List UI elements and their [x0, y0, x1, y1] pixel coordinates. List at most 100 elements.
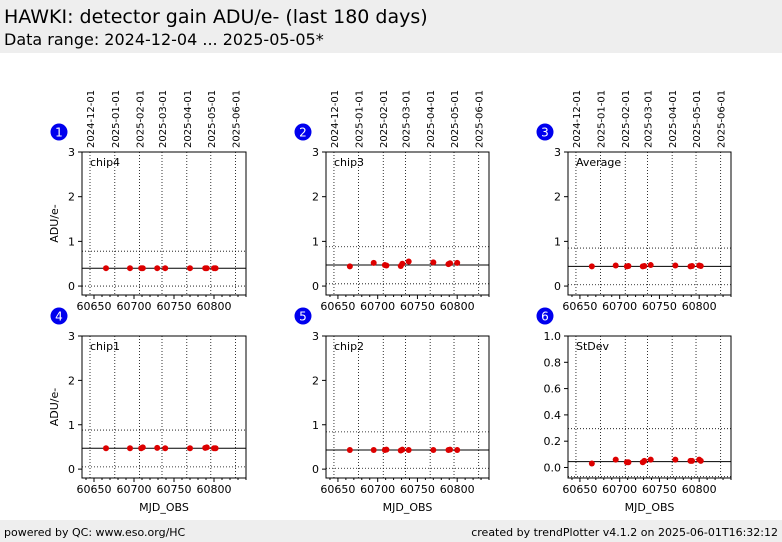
data-point: [370, 259, 377, 266]
data-points: [103, 265, 219, 272]
date-tick-label: 2024-12-01: [330, 90, 341, 148]
date-tick-label: 2025-04-01: [183, 90, 194, 148]
y-axis-label: ADU/e-: [48, 388, 61, 427]
date-tick-label: 2025-01-01: [355, 90, 366, 148]
data-point: [103, 445, 109, 452]
x-tick-label: 60750: [642, 300, 677, 313]
data-point: [641, 457, 648, 464]
y-tick-label: 2: [68, 191, 75, 204]
y-tick-label: 3: [312, 330, 319, 343]
date-tick-label: 2025-03-01: [644, 90, 655, 148]
y-tick-label: 0.8: [544, 356, 562, 369]
data-point: [697, 262, 704, 269]
y-tick-label: 0.0: [544, 461, 562, 474]
y-tick-label: 0: [68, 280, 75, 293]
data-point: [672, 262, 679, 269]
x-tick-label: 60650: [562, 300, 597, 313]
y-tick-label: 1: [312, 419, 319, 432]
y-tick-label: 2: [68, 374, 75, 387]
data-point: [447, 446, 454, 453]
y-tick-label: 2: [554, 191, 561, 204]
panel-badge: [50, 123, 68, 141]
x-tick-label: 60800: [197, 483, 232, 496]
data-point: [612, 456, 619, 463]
data-point: [647, 456, 654, 463]
panel-badge-number: 1: [55, 126, 63, 140]
x-tick-label: 60750: [400, 300, 435, 313]
data-point: [672, 456, 679, 463]
data-point: [103, 265, 109, 272]
date-tick-label: 2025-06-01: [717, 90, 728, 148]
panel-6: 6 0.0 0.2 0.4 0.6 0.8 1.0 60650 60700 60750 60800 S…: [536, 307, 732, 514]
x-tick-label: 60700: [117, 300, 152, 313]
x-tick-label: 60800: [682, 300, 717, 313]
panel-badge: [536, 123, 554, 141]
panel-1: 1 2024-12-01 2025-01-01 2025-02-01 2025-03-0…: [48, 90, 247, 313]
panel-label: StDev: [576, 340, 610, 353]
x-tick-label: 60650: [562, 483, 597, 496]
plot-frame: [81, 151, 247, 296]
data-point: [430, 447, 437, 454]
date-tick-label: 2025-05-01: [692, 90, 703, 148]
y-tick-label: 0: [312, 463, 319, 476]
y-tick-label: 1: [68, 419, 75, 432]
data-point: [370, 447, 377, 454]
data-point: [203, 444, 210, 451]
panel-badge: [50, 307, 68, 325]
x-tick-label: 60800: [440, 300, 475, 313]
panel-3: 3 2024-12-01 2025-01-01 2025-02-01 2025-03-0…: [536, 90, 732, 313]
plot-frame: [567, 335, 732, 479]
date-tick-label: 2025-02-01: [379, 90, 390, 148]
data-point: [399, 446, 406, 453]
y-tick-label: 0: [68, 463, 75, 476]
plot-frame: [567, 151, 732, 296]
y-tick-label: 3: [68, 146, 75, 159]
plot-frame: [325, 151, 490, 296]
panel-label: Average: [576, 156, 621, 169]
x-tick-label: 60700: [117, 483, 152, 496]
data-points: [346, 446, 461, 454]
date-tick-label: 2025-05-01: [450, 90, 461, 148]
data-point: [647, 262, 654, 269]
data-point: [346, 447, 353, 454]
panel-label: chip4: [90, 156, 120, 169]
data-point: [625, 262, 632, 269]
data-point: [625, 459, 632, 466]
header-bar: HAWKI: detector gain ADU/e- (last 180 da…: [0, 0, 782, 53]
data-points: [588, 262, 704, 270]
x-tick-label: 60800: [197, 300, 232, 313]
data-point: [454, 259, 461, 266]
data-point: [454, 447, 461, 454]
y-tick-label: 0: [312, 280, 319, 293]
x-tick-label: 60700: [602, 300, 637, 313]
x-tick-label: 60650: [320, 483, 355, 496]
footer-bar: powered by QC: www.eso.org/HC created by…: [0, 520, 782, 542]
x-axis-label: MJD_OBS: [625, 501, 675, 514]
data-points: [346, 258, 461, 270]
data-points: [588, 456, 704, 467]
data-point: [346, 263, 353, 270]
data-point: [689, 457, 696, 464]
y-tick-label: 1: [312, 235, 319, 248]
panel-label: chip2: [334, 340, 364, 353]
plot-frame: [81, 335, 247, 479]
data-point: [641, 262, 648, 269]
data-point: [139, 265, 146, 272]
y-tick-label: 2: [312, 191, 319, 204]
x-tick-label: 60750: [157, 483, 192, 496]
date-tick-label: 2025-01-01: [111, 90, 122, 148]
panel-badge-number: 5: [299, 310, 307, 324]
x-axis-label: MJD_OBS: [383, 501, 433, 514]
date-tick-label: 2025-02-01: [621, 90, 632, 148]
data-point: [383, 446, 390, 453]
footer-created-by: created by trendPlotter v4.1.2 on 2025-0…: [471, 526, 778, 539]
date-tick-label: 2025-03-01: [158, 90, 169, 148]
data-point: [162, 445, 169, 452]
data-range-subtitle: Data range: 2024-12-04 ... 2025-05-05*: [4, 30, 324, 49]
data-point: [383, 262, 390, 269]
data-point: [430, 259, 437, 266]
panel-5: 5 0 1 2 3 60650 60700 60750 60800 chip2 MJD_OBS: [294, 307, 490, 514]
x-tick-label: 60700: [602, 483, 637, 496]
data-point: [162, 265, 169, 272]
